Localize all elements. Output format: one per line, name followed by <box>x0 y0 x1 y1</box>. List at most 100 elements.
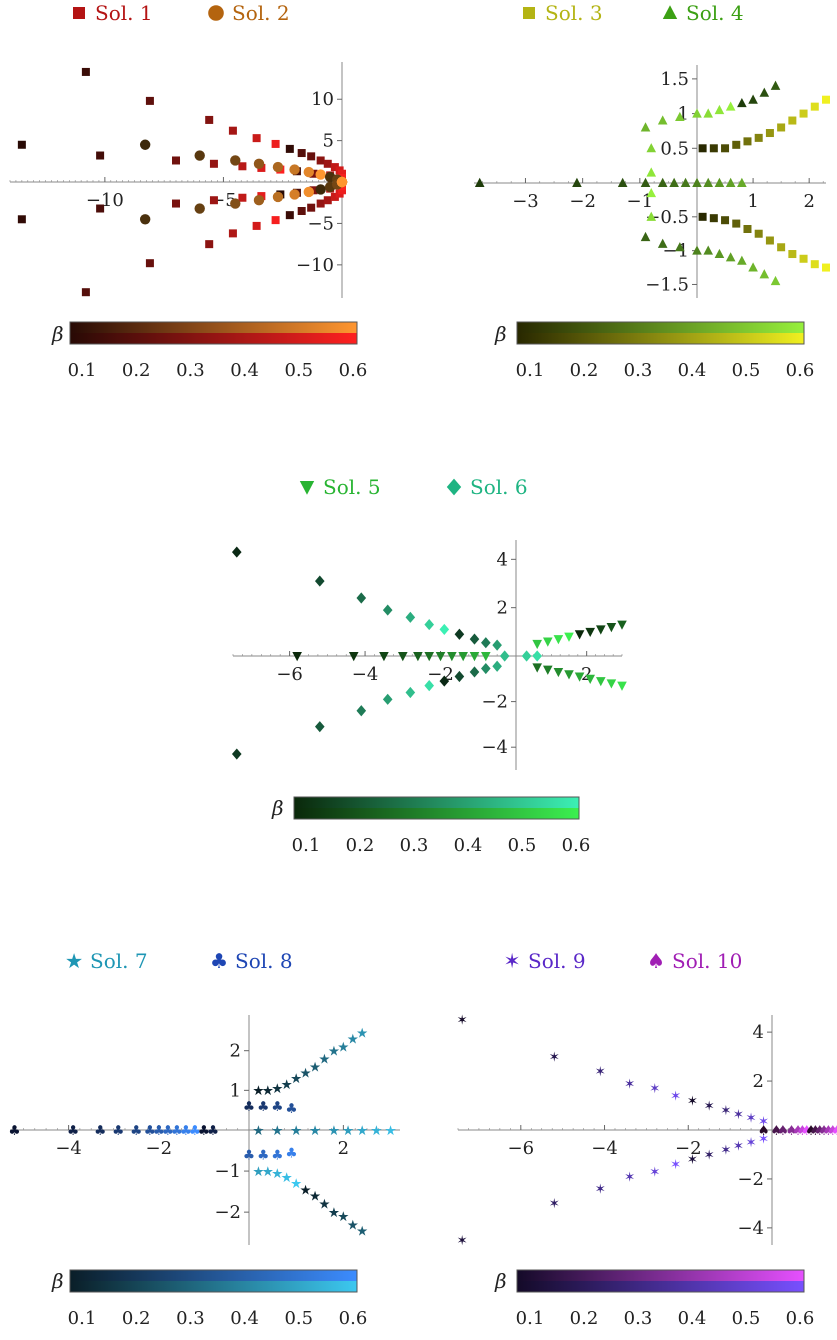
data-point: ★ <box>356 1026 368 1042</box>
x-tick-label: 2 <box>803 191 814 212</box>
colorbar-lower <box>294 808 579 819</box>
data-point: ★ <box>262 1083 274 1099</box>
data-point <box>323 196 332 205</box>
data-point <box>606 623 617 633</box>
legend-label-sol-9: Sol. 9 <box>528 949 586 973</box>
data-point <box>721 144 730 153</box>
data-point <box>646 187 657 198</box>
colorbar-tick-label: 0.1 <box>516 1308 545 1329</box>
data-point <box>646 143 657 153</box>
data-point <box>732 140 741 149</box>
data-point <box>356 705 367 717</box>
data-point <box>759 269 770 279</box>
colorbar-lower <box>517 1281 804 1292</box>
colorbar-lower <box>517 333 804 344</box>
data-point: ★ <box>347 1032 359 1048</box>
y-tick-label: −5 <box>307 213 334 234</box>
legend-marker-sol-8: ♣ <box>210 949 228 973</box>
data-point <box>238 162 247 171</box>
data-point <box>698 144 707 153</box>
data-point <box>770 275 781 286</box>
colorbar-tick-label: 0.6 <box>786 360 815 381</box>
data-point <box>272 191 284 203</box>
legend-label-sol-4: Sol. 4 <box>686 1 744 25</box>
data-point <box>543 637 553 647</box>
colorbar-frame <box>516 1269 805 1293</box>
y-tick-label: 0.5 <box>660 138 689 159</box>
colorbar-tick-label: 0.4 <box>678 360 707 381</box>
data-point <box>692 108 702 118</box>
data-point <box>657 115 668 125</box>
data-point: ♣ <box>67 1123 79 1139</box>
data-point <box>574 672 585 682</box>
y-tick-label: 2 <box>230 1041 241 1062</box>
data-point <box>640 231 651 242</box>
data-point: ♣ <box>8 1123 20 1139</box>
data-point <box>481 637 491 649</box>
data-point <box>194 150 205 161</box>
data-point <box>405 611 416 623</box>
data-point: ★ <box>271 1081 283 1097</box>
y-tick-label: −1 <box>214 1161 241 1182</box>
data-point: ♣ <box>130 1123 142 1139</box>
data-point <box>469 633 480 645</box>
data-point <box>209 196 218 205</box>
data-point: ★ <box>281 1170 293 1186</box>
data-point <box>469 652 480 662</box>
data-point <box>617 177 628 187</box>
data-point: ★ <box>384 1123 396 1139</box>
data-point <box>145 96 154 105</box>
data-point <box>96 204 105 213</box>
data-point: ✶ <box>649 1081 660 1097</box>
legend-marker-sol-4 <box>662 5 678 19</box>
data-point <box>228 126 237 135</box>
data-point <box>139 214 151 225</box>
data-point <box>348 652 359 662</box>
data-point <box>709 144 718 153</box>
data-point: ★ <box>318 1197 330 1213</box>
series-sol-6 <box>231 546 542 760</box>
colorbar-upper <box>70 1270 357 1281</box>
y-tick-label: 2 <box>497 598 508 619</box>
data-point <box>307 152 316 161</box>
data-point <box>139 139 151 150</box>
data-point <box>454 628 465 640</box>
data-point <box>145 259 154 268</box>
legend-marker-sol-9: ✶ <box>503 949 520 973</box>
colorbar-frame <box>69 321 358 345</box>
legend-label-sol-10: Sol. 10 <box>672 949 742 973</box>
colorbar-lower <box>70 1281 357 1292</box>
data-point <box>398 652 408 662</box>
colorbar-tick-label: 0.1 <box>68 360 97 381</box>
data-point <box>646 167 657 177</box>
colorbar-tick-label: 0.5 <box>284 1308 313 1329</box>
data-point: ✶ <box>687 1152 698 1168</box>
data-point <box>572 177 582 187</box>
data-point <box>553 635 564 645</box>
x-tick-label: 2 <box>581 664 592 685</box>
data-point <box>646 211 657 221</box>
data-point: ♣ <box>94 1123 106 1139</box>
data-point <box>323 159 332 168</box>
data-point: ♠ <box>814 1123 826 1139</box>
data-point: ✶ <box>595 1182 606 1198</box>
data-point: ♠ <box>770 1123 782 1139</box>
data-point <box>596 625 606 635</box>
data-point <box>469 666 480 678</box>
data-point <box>585 674 595 684</box>
data-point <box>521 650 532 662</box>
data-point <box>209 159 218 168</box>
y-tick-label: 4 <box>497 549 508 570</box>
data-point <box>252 134 261 143</box>
legend-label-sol-6: Sol. 6 <box>470 475 528 499</box>
data-point <box>338 186 346 195</box>
data-point: ✶ <box>456 1013 467 1029</box>
data-point: ✶ <box>704 1147 715 1163</box>
data-point <box>315 169 326 180</box>
data-point: ♣ <box>189 1123 201 1139</box>
colorbar-label: β <box>494 322 507 346</box>
colorbar-tick-label: 0.5 <box>732 1308 761 1329</box>
data-point <box>316 156 325 165</box>
colorbar-tick-label: 0.5 <box>508 835 537 856</box>
